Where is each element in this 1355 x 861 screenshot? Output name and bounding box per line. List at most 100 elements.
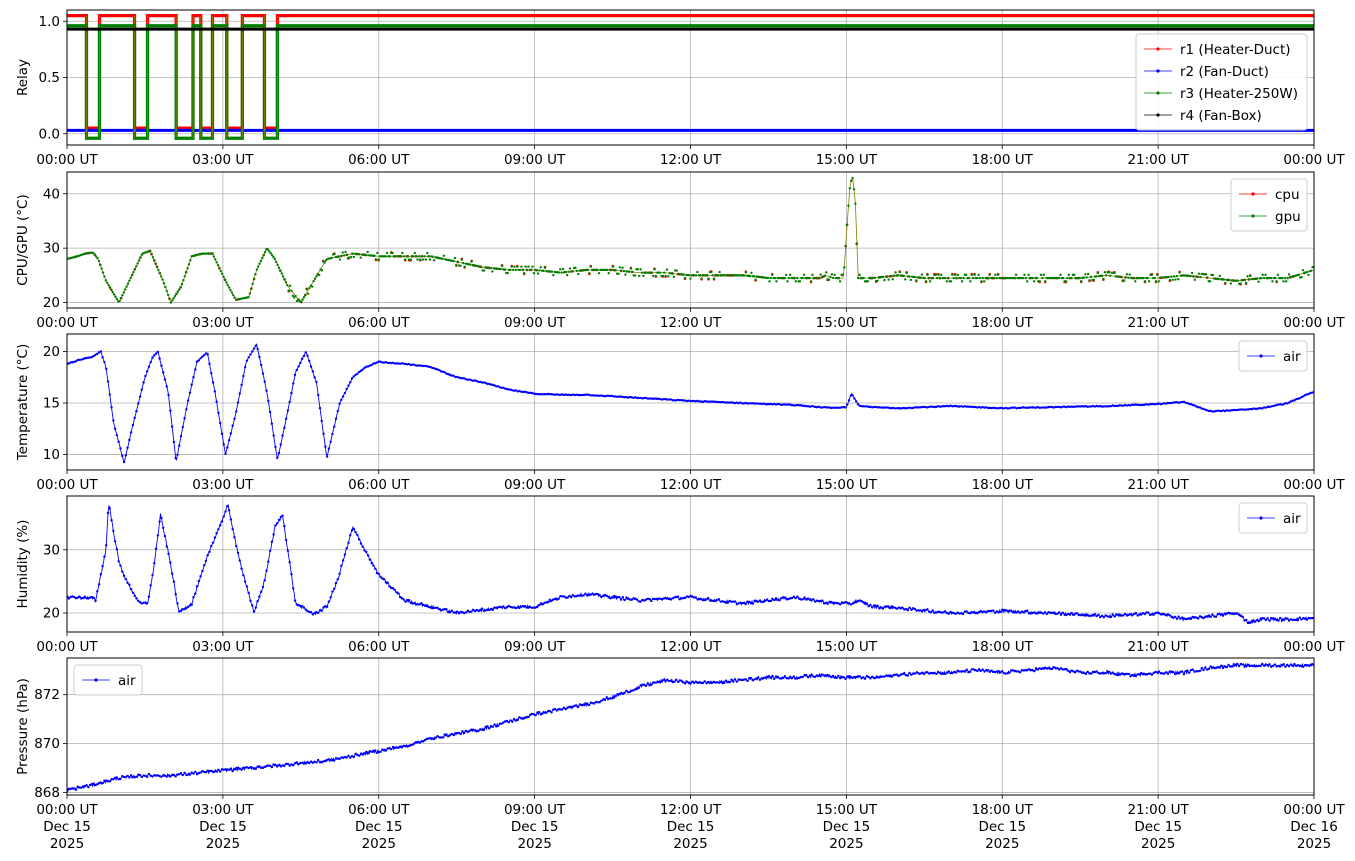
gpu-point — [743, 274, 746, 277]
air-point — [961, 670, 965, 673]
air-point — [147, 772, 151, 776]
air-point — [787, 403, 790, 406]
gpu-point — [453, 256, 457, 260]
air-point — [224, 768, 227, 771]
x-tick-label: 12:00 UT — [660, 152, 722, 168]
air-point — [190, 771, 193, 774]
gpu-point — [281, 275, 285, 278]
air-point — [641, 397, 644, 400]
air-point — [231, 769, 234, 773]
air-point — [653, 397, 657, 400]
air-point — [406, 363, 409, 366]
air-point — [1298, 397, 1301, 400]
air-point — [518, 606, 521, 610]
air-point — [1027, 612, 1031, 615]
air-point — [1172, 401, 1175, 404]
gpu-point — [1286, 276, 1289, 280]
air-point — [1221, 614, 1225, 617]
air-point — [1115, 613, 1118, 616]
gpu-point — [459, 264, 462, 268]
air-point — [1011, 406, 1015, 409]
air-point — [667, 398, 671, 401]
air-point — [1070, 611, 1073, 615]
x-tick-label: 18:00 UT — [972, 152, 1034, 168]
air-point — [591, 701, 594, 705]
air-point — [144, 374, 147, 378]
air-point — [1202, 668, 1205, 672]
air-point — [1116, 613, 1120, 616]
gpu-point — [176, 290, 180, 293]
gpu-point — [373, 254, 376, 258]
air-point — [537, 710, 541, 714]
legend-marker — [1259, 354, 1263, 358]
air-point — [505, 719, 509, 723]
air-point — [213, 390, 217, 393]
gpu-point — [297, 298, 300, 301]
air-point — [509, 719, 512, 722]
gpu-point — [588, 271, 591, 275]
air-point — [395, 591, 398, 594]
gpu-point — [994, 273, 997, 277]
air-point — [659, 397, 662, 401]
air-point — [1182, 672, 1186, 676]
air-point — [999, 671, 1002, 674]
air-point — [466, 609, 470, 612]
air-point — [240, 567, 243, 570]
air-point — [381, 361, 384, 364]
gpu-point — [255, 268, 259, 271]
air-point — [867, 675, 870, 679]
air-point — [423, 738, 427, 742]
air-point — [917, 672, 920, 675]
air-point — [1179, 401, 1182, 404]
gpu-point — [1035, 276, 1039, 280]
air-point — [169, 561, 172, 564]
gpu-point — [514, 268, 518, 272]
axes-frame — [66, 333, 1315, 471]
gpu-point — [1104, 274, 1108, 277]
gpu-point — [694, 274, 698, 277]
air-point — [288, 764, 291, 767]
x-tick-label: 03:00 UT — [192, 315, 254, 331]
air-point — [1209, 665, 1212, 668]
air-point — [762, 600, 765, 604]
air-point — [272, 533, 275, 536]
gpu-point — [1274, 276, 1277, 280]
air-point — [502, 386, 505, 389]
air-point — [217, 411, 220, 415]
air-point — [705, 400, 708, 403]
air-point — [464, 729, 468, 733]
air-point — [1113, 615, 1116, 618]
air-point — [707, 400, 710, 403]
air-point — [1058, 668, 1061, 671]
air-point — [897, 606, 901, 609]
air-point — [1134, 674, 1138, 678]
air-point — [1303, 394, 1307, 397]
gpu-point — [1127, 276, 1130, 279]
air-point — [432, 737, 436, 741]
air-point — [712, 400, 715, 403]
air-point — [1074, 405, 1077, 408]
air-point — [1268, 619, 1271, 622]
y-tick-label: 10 — [43, 447, 60, 463]
gpu-point — [1262, 276, 1266, 280]
air-point — [1241, 615, 1244, 619]
gpu-point — [214, 258, 217, 261]
air-point — [103, 555, 106, 558]
air-point — [1170, 615, 1173, 619]
gpu-point — [122, 291, 126, 294]
air-point — [251, 604, 254, 607]
air-point — [1216, 409, 1220, 412]
legend-marker — [1259, 516, 1263, 520]
air-point — [1143, 672, 1146, 676]
air-point — [835, 406, 838, 409]
air-point — [169, 775, 172, 778]
air-point — [1216, 666, 1220, 669]
gpu-point — [934, 273, 937, 277]
air-point — [1125, 672, 1129, 676]
air-point — [976, 612, 979, 615]
gpu-point — [1307, 273, 1310, 277]
air-point — [229, 767, 233, 770]
air-point — [512, 717, 516, 721]
gpu-point — [825, 271, 828, 274]
gpu-point — [965, 273, 968, 277]
